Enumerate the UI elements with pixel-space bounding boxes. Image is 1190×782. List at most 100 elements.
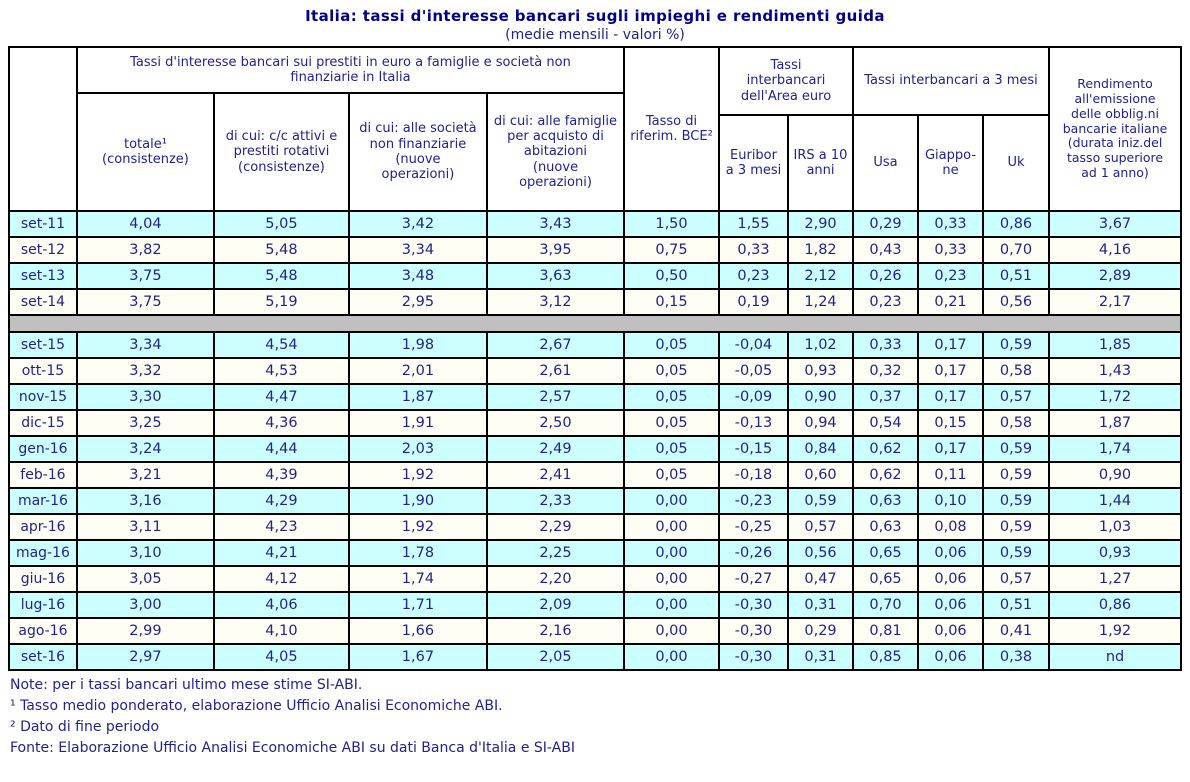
cell: 3,16 [75,487,215,515]
cell: 0,63 [852,487,920,515]
cell: 2,12 [786,262,855,290]
cell: 1,85 [1048,331,1183,359]
cell: 1,98 [347,331,488,359]
cell: 0,15 [623,288,720,316]
header-group-3m: Tassi interbancari a 3 mesi [852,46,1051,116]
cell: 3,67 [1048,210,1183,238]
cell: 0,31 [786,643,855,671]
cell: 0,17 [917,383,985,411]
cell: 0,93 [786,357,855,385]
cell: 4,44 [212,435,350,463]
cell: 0,41 [982,617,1051,645]
cell: -0,05 [718,357,789,385]
header-giappone: Giappo- ne [917,114,985,212]
cell: 1,50 [623,210,720,238]
cell: 4,04 [75,210,215,238]
cell: 0,51 [982,262,1051,290]
row-label: set-15 [7,331,78,359]
cell: -0,09 [718,383,789,411]
cell: 0,23 [852,288,920,316]
cell: 2,41 [485,461,626,489]
cell: 5,05 [212,210,350,238]
row-label: dic-15 [7,409,78,437]
cell: 0,56 [982,288,1051,316]
cell: 3,42 [347,210,488,238]
cell: 2,97 [75,643,215,671]
cell: 3,63 [485,262,626,290]
table-row: set-11 4,04 5,05 3,42 3,43 1,50 1,55 2,90 0,29 0,… [7,210,1183,238]
cell: 0,59 [982,461,1051,489]
row-label: set-16 [7,643,78,671]
table-row: set-12 3,82 5,48 3,34 3,95 0,75 0,33 1,82 0,43 0,… [7,236,1183,264]
cell: 1,02 [786,331,855,359]
cell: 0,06 [917,565,985,593]
cell: 0,65 [852,565,920,593]
row-label: nov-15 [7,383,78,411]
cell: 0,60 [786,461,855,489]
cell: 0,10 [917,487,985,515]
cell: 0,17 [917,357,985,385]
cell: -0,13 [718,409,789,437]
cell: 0,05 [623,409,720,437]
cell: 3,00 [75,591,215,619]
cell: 0,59 [982,487,1051,515]
page-title: Italia: tassi d'interesse bancari sugli … [305,7,885,25]
cell: 0,23 [718,262,789,290]
cell: 5,48 [212,236,350,264]
cell: 3,48 [347,262,488,290]
cell: 0,93 [1048,539,1183,567]
cell: 4,53 [212,357,350,385]
cell: 2,17 [1048,288,1183,316]
table-row: mag-16 3,10 4,21 1,78 2,25 0,00 -0,26 0,56 0,65 0… [7,539,1183,567]
note-line: ² Dato di fine periodo [10,719,160,735]
cell: 2,89 [1048,262,1183,290]
cell: 0,62 [852,461,920,489]
cell: 0,19 [718,288,789,316]
cell: 0,85 [852,643,920,671]
cell: 2,33 [485,487,626,515]
row-label: set-14 [7,288,78,316]
cell: 2,03 [347,435,488,463]
cell: 0,70 [982,236,1051,264]
row-label: set-12 [7,236,78,264]
header-usa: Usa [852,114,920,212]
cell: -0,18 [718,461,789,489]
cell: 0,62 [852,435,920,463]
cell: 0,33 [917,236,985,264]
table-row: set-16 2,97 4,05 1,67 2,05 0,00 -0,30 0,31 0,85 0… [7,643,1183,671]
cell: 0,06 [917,617,985,645]
cell: 1,74 [1048,435,1183,463]
cell: -0,23 [718,487,789,515]
cell: 3,05 [75,565,215,593]
header-rendimento: Rendimento all'emissione delle obblig.ni… [1048,46,1183,212]
cell: 3,34 [75,331,215,359]
cell: 0,29 [852,210,920,238]
cell: 0,57 [982,383,1051,411]
cell: 0,05 [623,383,720,411]
cell: 0,17 [917,435,985,463]
cell: 4,12 [212,565,350,593]
row-label: mag-16 [7,539,78,567]
cell: 0,05 [623,461,720,489]
cell: 2,05 [485,643,626,671]
cell: 2,25 [485,539,626,567]
table-row: set-13 3,75 5,48 3,48 3,63 0,50 0,23 2,12 0,26 0,… [7,262,1183,290]
separator-row [7,314,1183,333]
cell: 1,66 [347,617,488,645]
cell: 0,33 [852,331,920,359]
table-row: ago-16 2,99 4,10 1,66 2,16 0,00 -0,30 0,29 0,81 0… [7,617,1183,645]
cell: 2,95 [347,288,488,316]
cell: 1,92 [1048,617,1183,645]
cell: 0,00 [623,617,720,645]
cell: 2,57 [485,383,626,411]
cell: 0,94 [786,409,855,437]
cell: 0,17 [917,331,985,359]
header-famiglie: di cui: alle famiglie per acquisto di ab… [485,92,626,212]
cell: 0,59 [982,539,1051,567]
table-row: feb-16 3,21 4,39 1,92 2,41 0,05 -0,18 0,60 0,62 0… [7,461,1183,489]
cell: 4,16 [1048,236,1183,264]
cell: 0,06 [917,539,985,567]
cell: 1,87 [347,383,488,411]
cell: 0,15 [917,409,985,437]
